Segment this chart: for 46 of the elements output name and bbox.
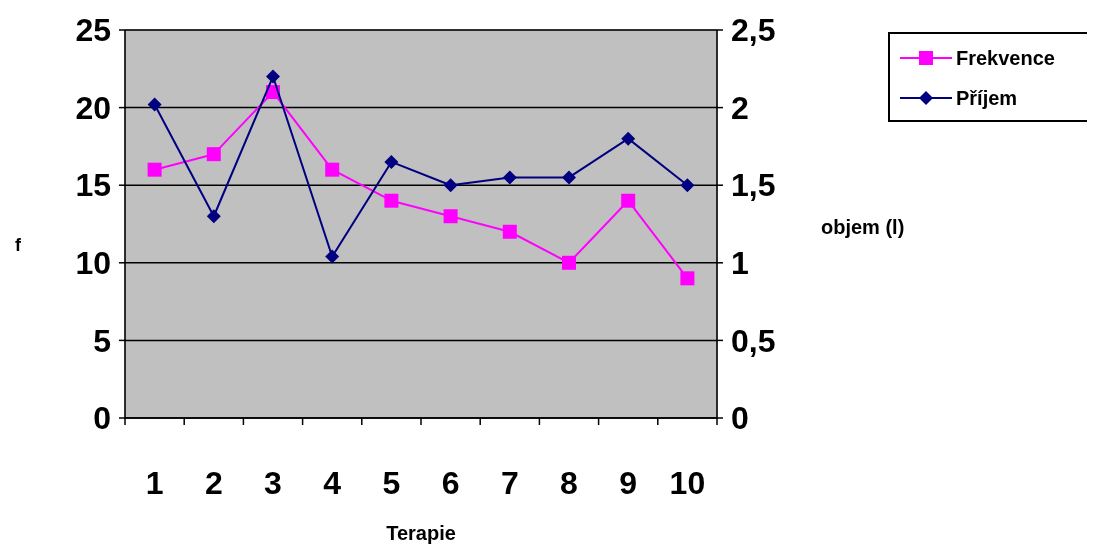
legend-label: Příjem [956,87,1018,109]
x-tick-label: 9 [619,465,638,502]
y-tick-label: 5 [93,322,111,359]
point [147,162,162,177]
x-tick-label: 6 [441,465,460,502]
x-tick-label: 2 [204,465,223,502]
point [147,97,162,112]
y-tick-label: 25 [75,12,111,49]
point [266,69,280,84]
x-tick-label: 5 [382,465,401,502]
y-tick-label: 0 [93,400,111,437]
x-tick-label: 7 [500,465,519,502]
point [325,249,340,264]
point [502,224,517,239]
point [384,193,399,208]
point [502,170,517,185]
point [680,271,695,286]
legend-label: Frekvence [956,47,1055,69]
y-tick-label: 20 [75,89,111,126]
point [621,131,636,146]
x-tick-label: 3 [264,465,282,502]
point [443,178,458,193]
y2-tick-label: 2,5 [731,12,776,49]
y2-tick-label: 0 [731,400,749,437]
point [384,154,399,169]
y2-axis-title: objem (l) [821,216,905,238]
x-tick-label: 4 [323,465,342,502]
y2-tick-label: 0,5 [731,322,776,359]
x-tick-label: 8 [560,465,578,502]
point [206,147,221,162]
point [443,209,458,224]
point [621,193,636,208]
x-tick-label: 10 [669,465,706,502]
y-tick-label: 15 [75,167,111,204]
y2-tick-label: 1 [731,245,749,281]
y-tick-label: 10 [75,245,111,281]
x-axis-title: Terapie [386,522,456,544]
point [562,255,576,270]
y2-tick-label: 2 [731,89,749,126]
point [680,178,695,193]
point [562,170,576,185]
point [206,209,221,224]
point [325,162,340,177]
y2-tick-label: 1,5 [731,167,776,204]
y-axis-title: f [15,235,22,255]
x-tick-label: 1 [145,465,164,502]
